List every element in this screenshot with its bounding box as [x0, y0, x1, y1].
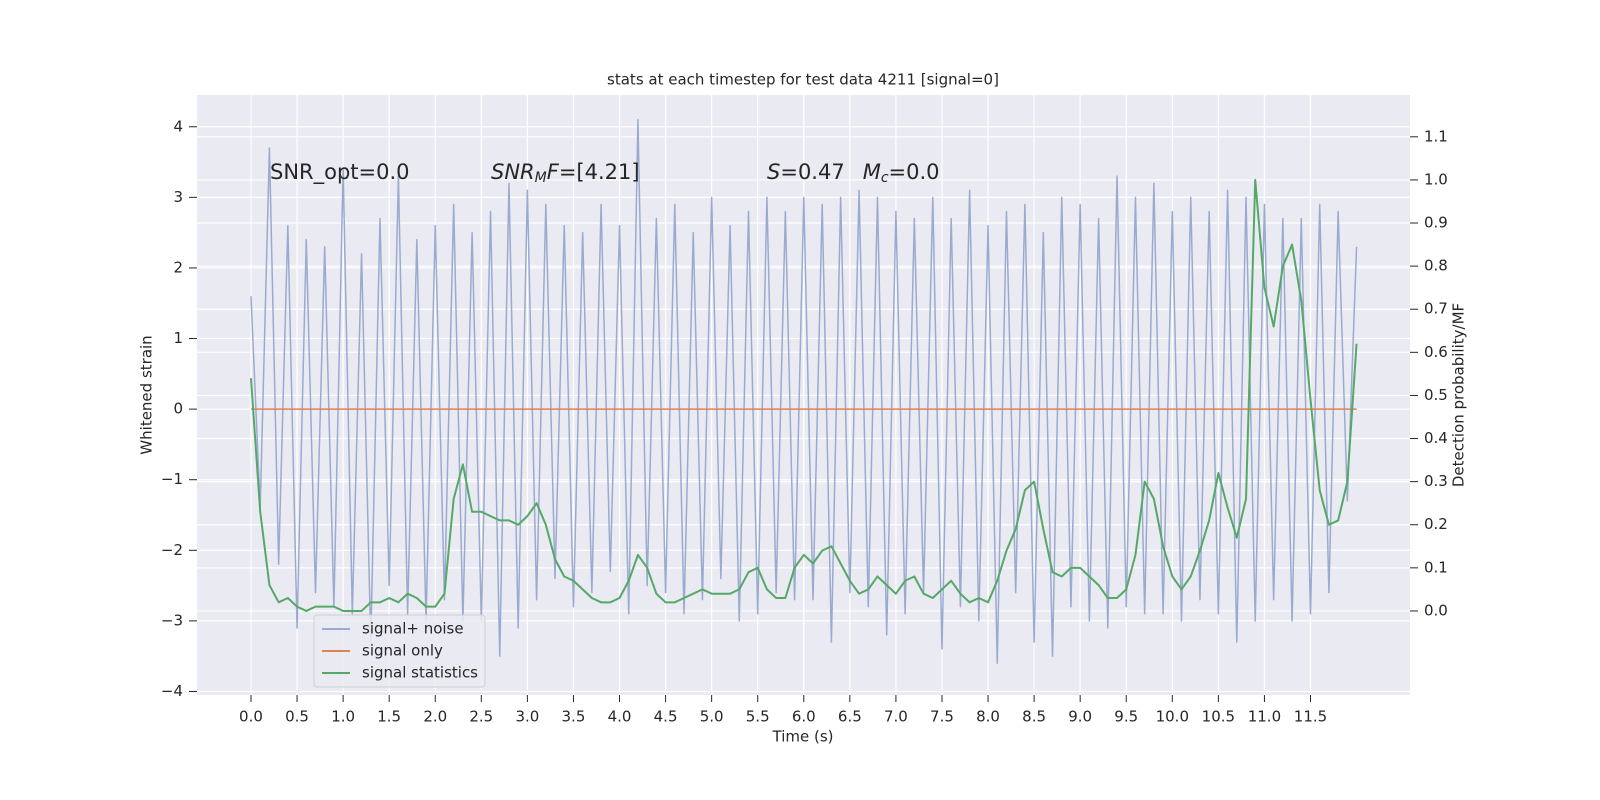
y2-tick-label: 0.9 [1424, 214, 1448, 232]
x-tick-label: 10.5 [1202, 708, 1235, 726]
x-axis-label: Time (s) [772, 728, 834, 746]
x-tick-label: 4.0 [608, 708, 632, 726]
legend: signal+ noise signal only signal statistic… [313, 614, 486, 688]
x-tick-label: 9.0 [1068, 708, 1092, 726]
y2-tick-label: 0.8 [1424, 257, 1448, 275]
y2-tick-label: 0.2 [1424, 515, 1448, 533]
x-tick-label: 11.5 [1294, 708, 1327, 726]
marks [249, 118, 1358, 664]
x-tick-label: 6.0 [792, 708, 816, 726]
x-tick-label: 7.5 [930, 708, 954, 726]
x-tick-label: 8.5 [1022, 708, 1046, 726]
annotation-part: =0.0 [889, 160, 940, 184]
annotation-part: SNR [491, 160, 535, 184]
x-tick-label: 4.5 [654, 708, 678, 726]
y2-tick-label: 0.6 [1424, 343, 1448, 361]
annotation-part: M [535, 170, 547, 186]
annotation-part: =[4.21] [559, 160, 640, 184]
y2-tick-label: 0.5 [1424, 386, 1448, 404]
annotation: SNRMF=[4.21] [491, 160, 640, 186]
x-tick-label: 1.0 [331, 708, 355, 726]
annotation: S=0.47 Mc=0.0 [767, 160, 940, 186]
x-tick-label: 1.5 [377, 708, 401, 726]
y-tick-label: 4 [173, 117, 183, 135]
x-tick-label: 9.5 [1114, 708, 1138, 726]
legend-label: signal statistics [362, 664, 478, 682]
y2-tick-label: 0.3 [1424, 472, 1448, 490]
x-tick-label: 6.5 [838, 708, 862, 726]
annotation-part: F [547, 160, 560, 184]
x-tick-label: 3.5 [562, 708, 586, 726]
y-tick-label: 0 [173, 400, 183, 418]
annotation: SNR_opt=0.0 [270, 160, 410, 185]
y-tick-label: −4 [161, 682, 183, 700]
x-tick-label: 5.5 [746, 708, 770, 726]
y-tick-label: 3 [173, 188, 183, 206]
y2-tick-label: 1.1 [1424, 127, 1448, 145]
axes: 0.0 0.5 1.0 1.5 2.0 2.5 3.0 3.5 4.0 4.5 5.0 5.5 6.0 6… [161, 117, 1448, 725]
y2-tick-label: 0.4 [1424, 429, 1448, 447]
x-tick-label: 7.0 [884, 708, 908, 726]
x-tick-label: 2.5 [469, 708, 493, 726]
x-tick-label: 11.0 [1248, 708, 1281, 726]
y-tick-label: 2 [173, 258, 183, 276]
x-tick-label: 10.0 [1156, 708, 1189, 726]
y-axis-label: Whitened strain [138, 335, 156, 454]
x-tick-label: 0.5 [285, 708, 309, 726]
legend-box [313, 614, 486, 688]
annotation-part: M [863, 160, 881, 184]
x-tick-label: 5.0 [700, 708, 724, 726]
y2-tick-label: 0.1 [1424, 558, 1448, 576]
y-tick-label: −1 [161, 470, 183, 488]
series-line [250, 118, 1358, 664]
x-tick-label: 2.0 [423, 708, 447, 726]
x-tick-label: 0.0 [239, 708, 263, 726]
x-tick-label: 3.0 [515, 708, 539, 726]
legend-label: signal+ noise [362, 620, 464, 638]
y2-tick-label: 0.0 [1424, 601, 1448, 619]
y2-tick-label: 0.7 [1424, 300, 1448, 318]
y-tick-label: −2 [161, 541, 183, 559]
x-tick-label: 8.0 [976, 708, 1000, 726]
annotation-part: c [881, 170, 889, 186]
y-tick-label: 1 [173, 329, 183, 347]
series-line [249, 178, 1358, 612]
annotation-part: =0.47 [780, 160, 844, 184]
y2-tick-label: 1.0 [1424, 170, 1448, 188]
chart-title: stats at each timestep for test data 421… [607, 71, 999, 89]
y-tick-label: −3 [161, 611, 183, 629]
y2-axis-label: Detection probability/MF [1450, 303, 1468, 487]
annotation-part: S [767, 160, 780, 184]
legend-label: signal only [362, 642, 443, 660]
